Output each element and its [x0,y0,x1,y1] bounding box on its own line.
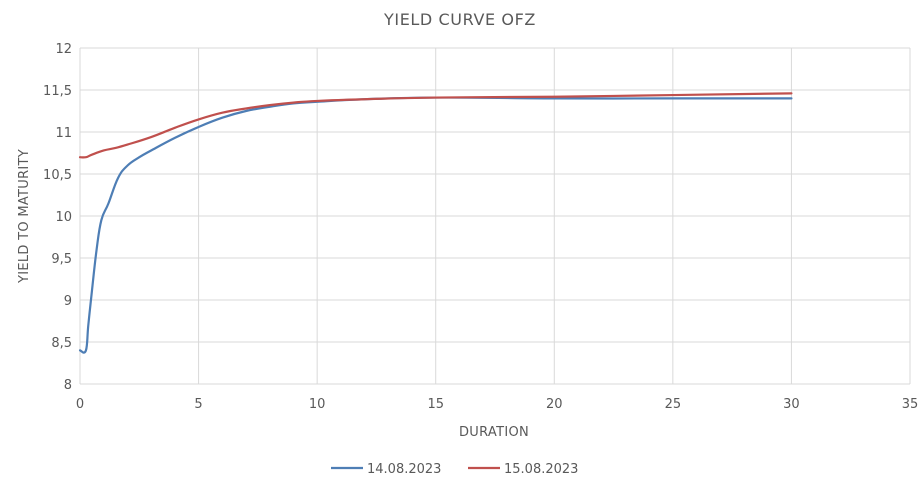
x-tick-label: 5 [194,397,202,412]
legend-label: 15.08.2023 [504,462,578,477]
x-tick-label: 10 [309,397,326,412]
y-tick-label: 10,5 [43,168,72,183]
y-tick-label: 10 [55,210,72,225]
grid-lines [79,47,911,385]
legend: 14.08.2023 15.08.2023 [331,462,578,477]
x-tick-label: 15 [427,397,444,412]
x-tick-label: 25 [665,397,682,412]
chart-title: YIELD CURVE OFZ [383,10,536,29]
y-tick-label: 12 [55,42,72,57]
x-axis-ticks: 0 5 10 15 20 25 30 35 [76,397,918,412]
legend-item-1: 14.08.2023 [331,462,441,477]
y-tick-label: 11,5 [43,84,72,99]
x-axis-title: DURATION [459,425,529,440]
x-tick-label: 20 [546,397,563,412]
y-tick-label: 9 [64,294,72,309]
x-tick-label: 30 [783,397,800,412]
legend-label: 14.08.2023 [367,462,441,477]
y-tick-label: 9,5 [51,252,72,267]
y-axis-ticks: 8 8,5 9 9,5 10 10,5 11 11,5 12 [43,42,72,393]
x-tick-label: 0 [76,397,84,412]
y-tick-label: 8,5 [51,336,72,351]
legend-item-2: 15.08.2023 [468,462,578,477]
series-lines [78,92,793,354]
series-line-2 [78,92,793,159]
x-tick-label: 35 [902,397,919,412]
y-axis-title: YIELD TO MATURITY [17,149,32,284]
y-tick-label: 11 [55,126,72,141]
y-tick-label: 8 [64,378,72,393]
